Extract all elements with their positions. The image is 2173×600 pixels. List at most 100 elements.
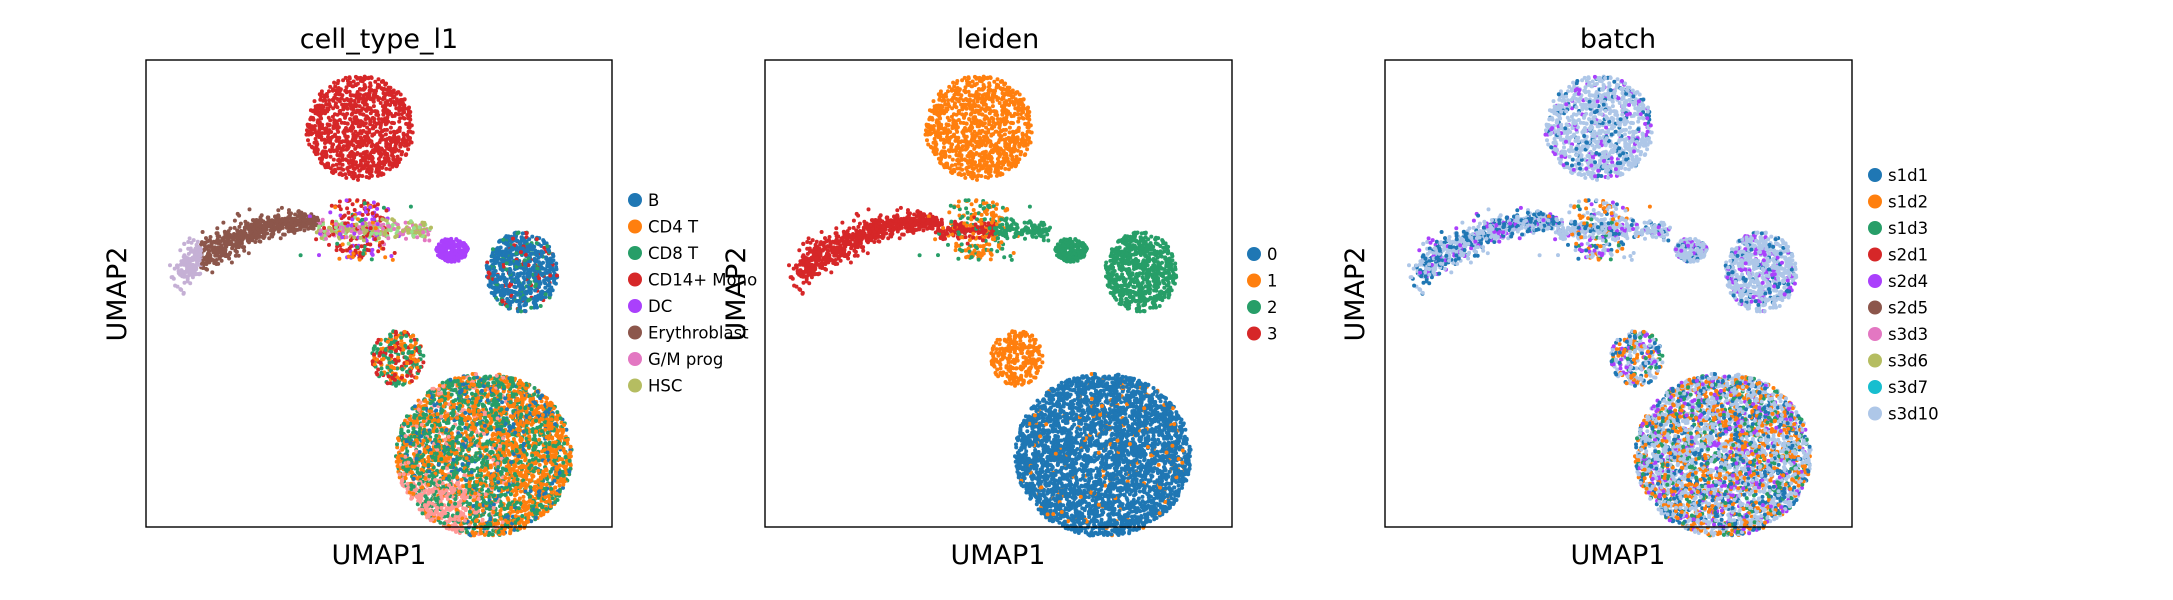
scatter-point — [508, 531, 513, 536]
scatter-point — [431, 474, 435, 478]
scatter-point — [344, 235, 349, 240]
scatter-point — [389, 349, 394, 354]
scatter-point — [382, 95, 387, 100]
scatter-point — [491, 380, 496, 385]
scatter-point — [390, 257, 395, 262]
scatter-point — [528, 397, 533, 402]
scatter-point — [524, 473, 529, 478]
scatter-point — [543, 267, 548, 272]
scatter-point — [467, 409, 472, 414]
scatter-point — [513, 514, 518, 519]
scatter-point — [522, 240, 527, 245]
scatter-point — [434, 408, 439, 413]
scatter-point — [444, 380, 449, 385]
scatter-point — [233, 253, 238, 258]
scatter-point — [322, 163, 327, 168]
scatter-point — [366, 164, 371, 169]
scatter-point — [463, 430, 468, 435]
scatter-point — [461, 484, 466, 489]
scatter-point — [357, 168, 362, 173]
scatter-point — [332, 112, 337, 117]
scatter-point — [391, 218, 396, 223]
scatter-point — [364, 76, 369, 80]
scatter-point — [486, 275, 491, 280]
scatter-point — [421, 353, 426, 358]
scatter-point — [381, 112, 386, 117]
scatter-point — [339, 147, 344, 152]
scatter-point — [168, 263, 172, 268]
scatter-point — [376, 82, 380, 87]
scatter-point — [186, 240, 191, 244]
scatter-point — [210, 270, 215, 275]
scatter-point — [178, 248, 183, 253]
scatter-point — [488, 421, 493, 426]
scatter-point — [401, 351, 405, 356]
scatter-point — [421, 360, 426, 365]
scatter-point — [434, 433, 439, 438]
scatter-point — [521, 494, 526, 499]
scatter-point — [554, 265, 559, 270]
scatter-point — [468, 476, 473, 481]
scatter-point — [371, 104, 376, 109]
scatter-point — [337, 135, 342, 140]
scatter-point — [514, 485, 518, 490]
scatter-point — [399, 112, 404, 117]
scatter-point — [496, 438, 501, 443]
scatter-point — [406, 147, 411, 152]
scatter-point — [397, 119, 402, 124]
scatter-point — [353, 129, 358, 134]
scatter-point — [323, 145, 327, 150]
scatter-point — [527, 458, 532, 463]
scatter-point — [551, 406, 556, 411]
scatter-point — [370, 211, 375, 216]
scatter-point — [384, 166, 389, 171]
scatter-point — [458, 451, 463, 456]
scatter-point — [432, 417, 437, 422]
scatter-point — [494, 373, 499, 378]
scatter-point — [278, 236, 283, 241]
scatter-point — [550, 496, 555, 501]
scatter-point — [498, 493, 503, 498]
scatter-point — [503, 396, 508, 401]
scatter-point — [415, 476, 420, 481]
scatter-point — [490, 247, 495, 252]
scatter-point — [388, 125, 393, 130]
scatter-point — [381, 91, 386, 96]
scatter-point — [337, 256, 342, 261]
scatter-point — [528, 485, 533, 490]
scatter-point — [375, 347, 380, 352]
scatter-point — [237, 213, 242, 218]
scatter-point — [383, 132, 388, 137]
scatter-point — [232, 225, 237, 230]
scatter-point — [488, 374, 493, 379]
scatter-point — [399, 335, 404, 340]
scatter-point — [538, 304, 543, 308]
scatter-point — [394, 383, 398, 388]
scatter-point — [317, 253, 321, 258]
scatter-point — [198, 271, 203, 276]
scatter-point — [349, 223, 354, 228]
scatter-point — [550, 436, 555, 441]
scatter-point — [467, 447, 472, 452]
scatter-point — [537, 437, 542, 442]
scatter-point — [445, 497, 450, 502]
scatter-point — [415, 235, 420, 240]
scatter-point — [293, 212, 298, 217]
scatter-point — [360, 96, 365, 101]
scatter-point — [298, 253, 303, 258]
scatter-point — [485, 460, 489, 465]
scatter-point — [351, 134, 356, 139]
scatter-point — [535, 389, 540, 394]
scatter-point — [480, 517, 485, 522]
scatter-point — [404, 121, 409, 126]
scatter-point — [511, 437, 516, 441]
scatter-point — [495, 468, 500, 473]
scatter-point — [357, 257, 362, 262]
scatter-point — [392, 251, 397, 255]
scatter-point — [340, 242, 345, 247]
scatter-point — [182, 280, 187, 285]
scatter-point — [521, 280, 526, 285]
scatter-point — [334, 248, 339, 253]
